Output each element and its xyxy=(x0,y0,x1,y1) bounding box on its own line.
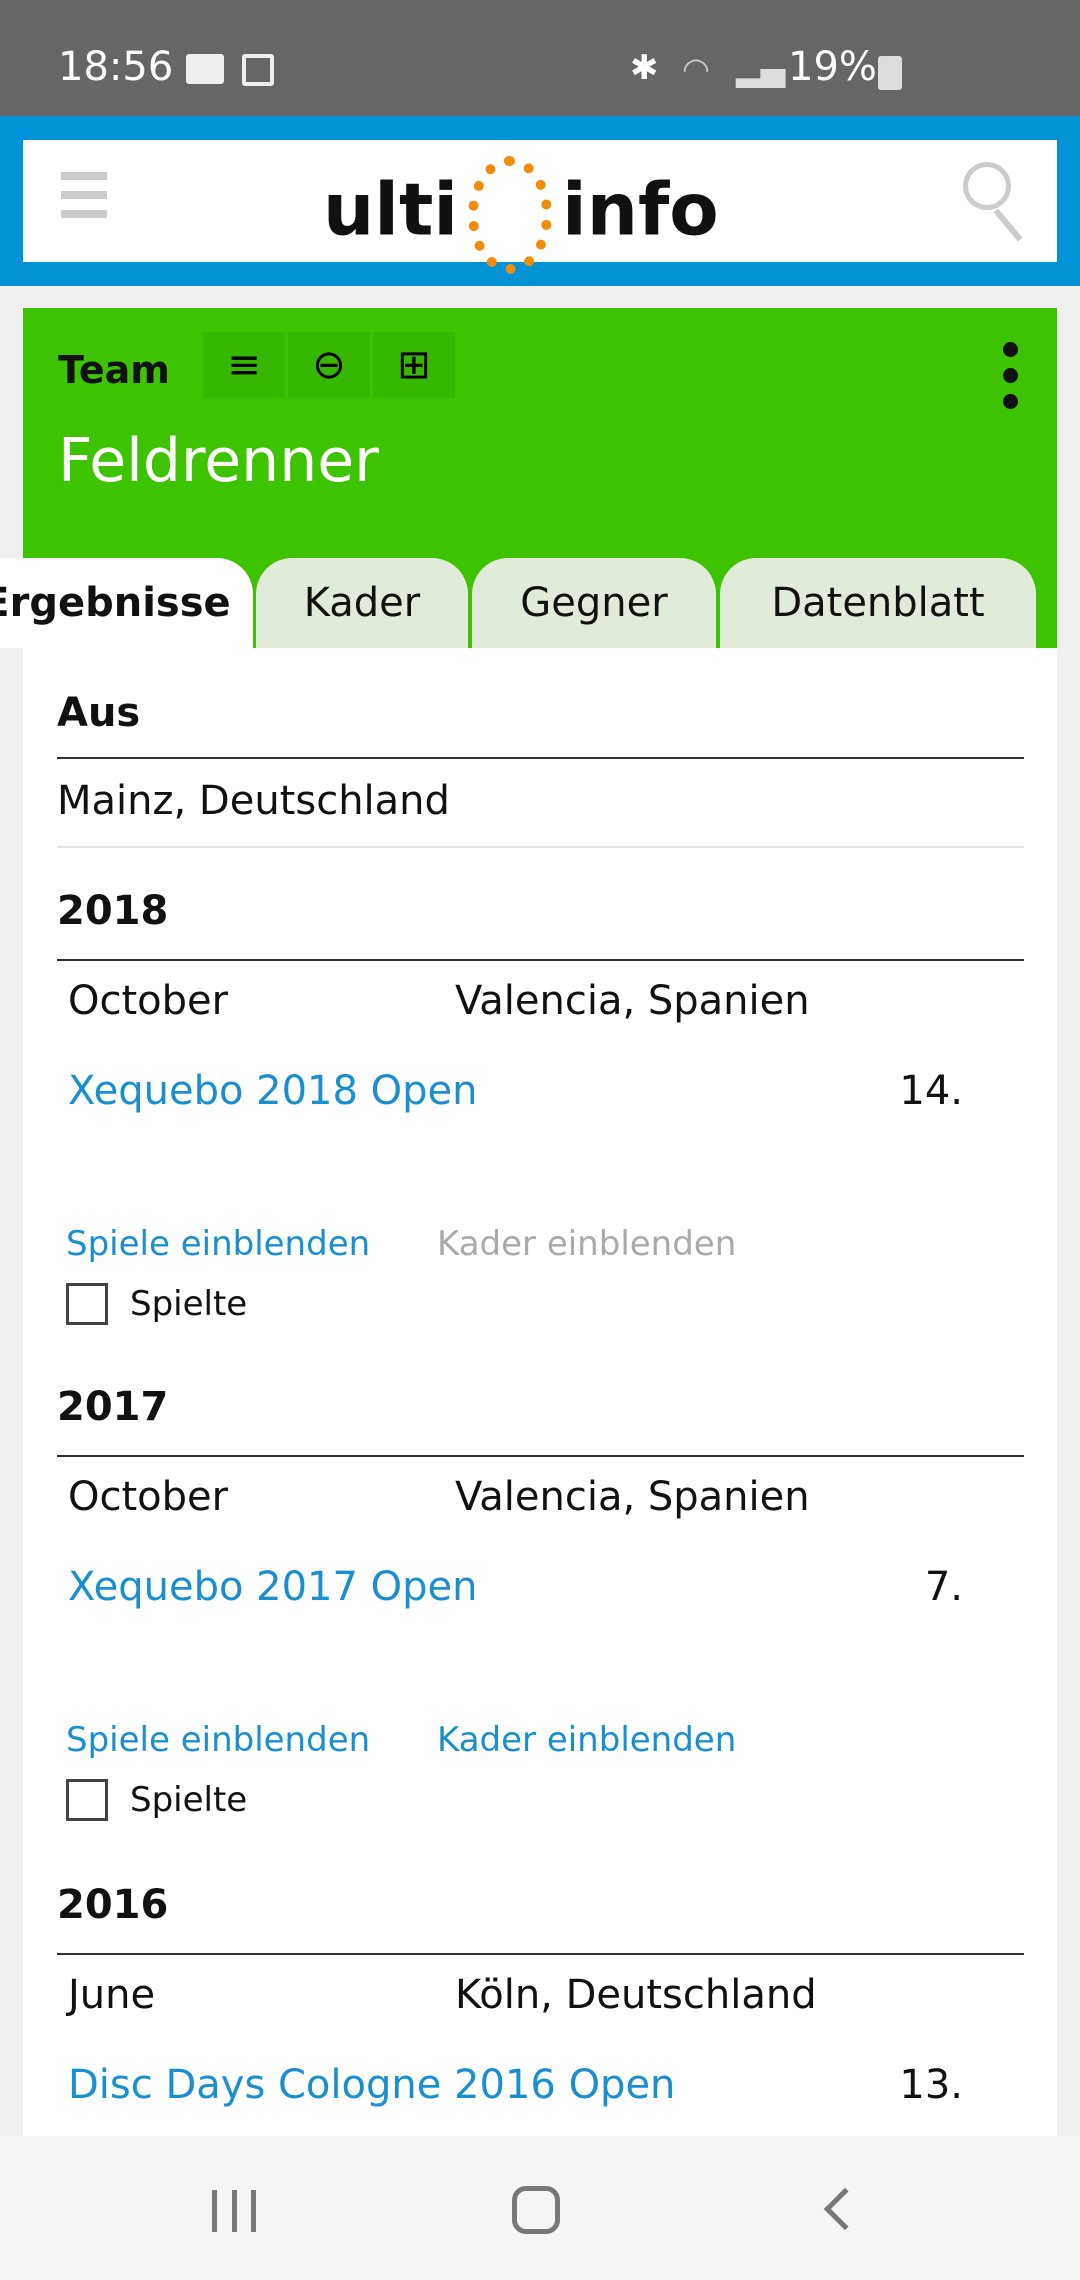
played-checkbox[interactable] xyxy=(66,1779,108,1821)
event-link[interactable]: Disc Days Cologne 2016 Open xyxy=(68,2062,676,2108)
event-month: June xyxy=(68,1972,156,2018)
event-link[interactable]: Xequebo 2017 Open xyxy=(68,1564,478,1610)
season-2017: 2017 October Valencia, Spanien Xequebo 2… xyxy=(23,1376,1057,1873)
tab-ergebnisse[interactable]: Ergebnisse xyxy=(0,558,253,648)
event-rank: 13. xyxy=(899,2062,963,2108)
origin-heading: Aus xyxy=(57,690,141,736)
event-location: Valencia, Spanien xyxy=(455,1474,810,1520)
recent-apps-icon[interactable] xyxy=(212,2190,256,2232)
tab-kader[interactable]: Kader xyxy=(256,558,468,648)
back-icon[interactable] xyxy=(823,2187,867,2231)
divider xyxy=(57,757,1024,759)
header-bar: ulti info xyxy=(23,140,1057,274)
played-label: Spielte xyxy=(130,1780,248,1820)
tab-datenblatt[interactable]: Datenblatt xyxy=(720,558,1036,648)
search-icon-handle xyxy=(993,208,1023,242)
show-games-link[interactable]: Spiele einblenden xyxy=(66,1224,371,1264)
event-location: Valencia, Spanien xyxy=(455,978,810,1024)
tab-gegner[interactable]: Gegner xyxy=(472,558,716,648)
wifi-icon: ◠ xyxy=(682,50,710,88)
signal-icon: ▂▄ xyxy=(736,50,786,88)
bluetooth-icon: ✱ xyxy=(630,48,659,88)
app-header: ulti info xyxy=(0,116,1080,286)
hamburger-icon[interactable] xyxy=(61,172,107,218)
played-label: Spielte xyxy=(130,1284,248,1324)
divider xyxy=(57,959,1024,961)
strikethrough-icon[interactable]: ⊖ xyxy=(288,332,370,398)
season-2016: 2016 June Köln, Deutschland Disc Days Co… xyxy=(23,1874,1057,2144)
disc-logo-icon xyxy=(468,156,553,274)
logo-text-left: ulti xyxy=(323,167,459,252)
season-year: 2018 xyxy=(57,888,169,934)
event-month: October xyxy=(68,1474,229,1520)
battery-icon xyxy=(878,56,902,90)
divider xyxy=(57,1455,1024,1457)
event-rank: 14. xyxy=(899,1068,963,1114)
show-roster-link: Kader einblenden xyxy=(437,1224,737,1264)
event-rank: 7. xyxy=(924,1564,963,1610)
system-nav-bar xyxy=(0,2136,1080,2280)
results-content: Aus Mainz, Deutschland 2018 October Vale… xyxy=(23,648,1057,2138)
logo[interactable]: ulti info xyxy=(323,156,719,274)
event-link[interactable]: Xequebo 2018 Open xyxy=(68,1068,478,1114)
plus-square-icon[interactable]: ⊞ xyxy=(373,332,455,398)
played-checkbox[interactable] xyxy=(66,1283,108,1325)
team-label: Team xyxy=(58,348,170,392)
origin-value: Mainz, Deutschland xyxy=(57,778,450,824)
status-bar: 18:56 ✱ ◠ ▂▄ 19% xyxy=(0,0,1080,116)
more-icon[interactable] xyxy=(1003,342,1019,420)
logo-text-right: info xyxy=(562,167,719,252)
clock: 18:56 xyxy=(58,44,174,90)
home-icon[interactable] xyxy=(512,2186,560,2234)
team-name: Feldrenner xyxy=(58,426,379,496)
show-games-link[interactable]: Spiele einblenden xyxy=(66,1720,371,1760)
search-icon[interactable] xyxy=(963,162,1011,210)
show-roster-link[interactable]: Kader einblenden xyxy=(437,1720,737,1760)
event-month: October xyxy=(68,978,229,1024)
list-icon[interactable]: ≡ xyxy=(203,332,285,398)
divider xyxy=(57,1953,1024,1955)
season-year: 2016 xyxy=(57,1882,169,1928)
battery-text: 19% xyxy=(788,44,877,90)
image-icon xyxy=(242,54,274,86)
mail-icon xyxy=(186,54,224,84)
season-2018: 2018 October Valencia, Spanien Xequebo 2… xyxy=(23,880,1057,1377)
season-year: 2017 xyxy=(57,1384,169,1430)
divider xyxy=(57,846,1024,848)
event-location: Köln, Deutschland xyxy=(455,1972,817,2018)
